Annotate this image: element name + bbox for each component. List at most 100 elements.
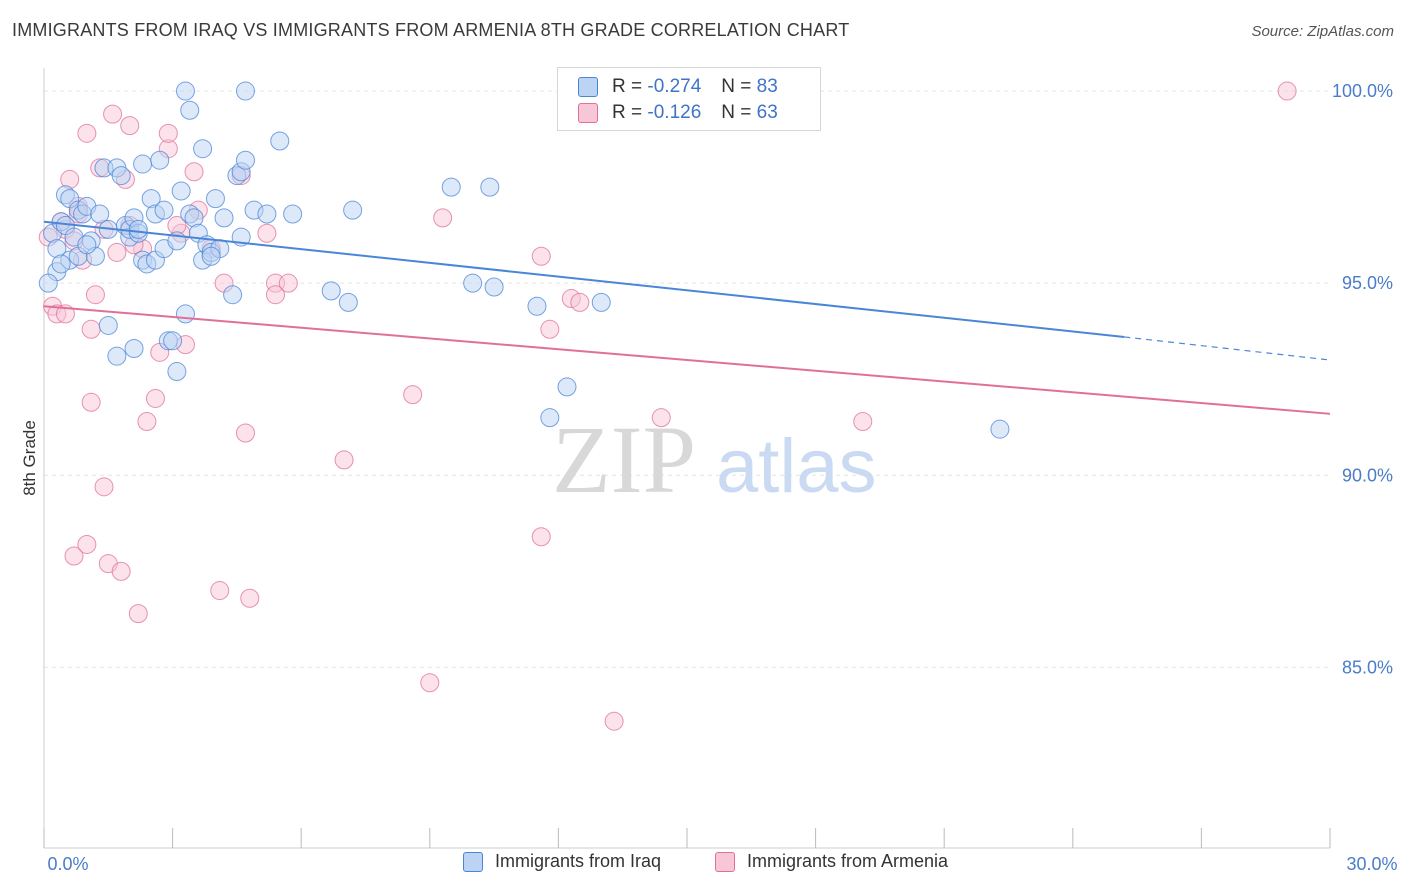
armenia-point — [265, 285, 285, 305]
iraq-point — [77, 235, 97, 255]
x-tick-label: 30.0% — [1346, 854, 1397, 874]
iraq-point — [214, 208, 234, 228]
armenia-point — [210, 581, 230, 601]
iraq-point — [163, 331, 183, 351]
iraq-point — [98, 315, 118, 335]
iraq-point — [235, 150, 255, 170]
stats-legend: R = -0.274 N = 83 R = -0.126 N = 63 — [557, 67, 821, 131]
armenia-point — [853, 411, 873, 431]
armenia-point — [540, 319, 560, 339]
iraq-point — [171, 181, 191, 201]
legend-label-iraq: Immigrants from Iraq — [495, 851, 662, 871]
source-label: Source: ZipAtlas.com — [1251, 23, 1394, 40]
tick-labels: 85.0% 90.0% 95.0% 100.0% 0.0% 30.0% — [47, 81, 1397, 874]
armenia-point — [257, 223, 277, 243]
armenia-point — [604, 711, 624, 731]
legend-n-label: N = — [721, 76, 752, 97]
y-tick-label: 85.0% — [1342, 657, 1393, 677]
iraq-point — [133, 154, 153, 174]
iraq-point — [223, 285, 243, 305]
armenia-point — [240, 588, 260, 608]
watermark-atlas: atlas — [716, 424, 877, 509]
armenia-point — [420, 673, 440, 693]
iraq-point — [128, 219, 148, 239]
iraq-point — [107, 346, 127, 366]
iraq-point — [591, 292, 611, 312]
iraq-point — [167, 362, 187, 382]
x-tick-label: 0.0% — [47, 854, 88, 874]
armenia-point — [334, 450, 354, 470]
iraq-point — [51, 254, 71, 274]
armenia-point — [1277, 81, 1297, 101]
armenia-point — [77, 123, 97, 143]
iraq-point — [270, 131, 290, 151]
legend-r-label: R = — [612, 76, 643, 97]
legend-item-iraq: Immigrants from Iraq — [463, 851, 661, 872]
armenia-point — [94, 477, 114, 497]
armenia-point — [64, 546, 84, 566]
legend-r-value: -0.274 — [647, 76, 702, 97]
y-tick-label: 90.0% — [1342, 465, 1393, 485]
iraq-point — [154, 200, 174, 220]
iraq-point — [38, 273, 58, 293]
y-axis-label: 8th Grade — [20, 420, 39, 496]
iraq-point — [90, 204, 110, 224]
armenia-point — [81, 392, 101, 412]
armenia-point — [145, 388, 165, 408]
armenia-point — [120, 116, 140, 136]
armenia-point — [137, 411, 157, 431]
legend-n-value: 83 — [756, 76, 778, 97]
iraq-points — [38, 81, 1010, 439]
armenia-point — [531, 246, 551, 266]
legend-n-label: N = — [721, 102, 752, 123]
iraq-point — [540, 408, 560, 428]
iraq-point — [180, 100, 200, 120]
armenia-point — [128, 604, 148, 624]
armenia-point — [55, 304, 75, 324]
armenia-point — [184, 162, 204, 182]
legend-row-iraq: R = -0.274 N = 83 — [578, 75, 778, 99]
armenia-point — [111, 561, 131, 581]
watermark-zip: ZIP — [552, 406, 696, 513]
armenia-point — [158, 123, 178, 143]
legend-item-armenia: Immigrants from Armenia — [715, 851, 948, 872]
iraq-point — [124, 338, 144, 358]
iraq-point — [257, 204, 277, 224]
legend-label-armenia: Immigrants from Armenia — [747, 851, 949, 871]
armenia-point — [77, 534, 97, 554]
iraq-point — [480, 177, 500, 197]
iraq-point — [527, 296, 547, 316]
armenia-point — [103, 104, 123, 124]
series-legend: Immigrants from Iraq Immigrants from Arm… — [0, 851, 1406, 879]
swatch-iraq — [463, 851, 483, 872]
iraq-trend-line — [43, 220, 1125, 338]
armenia-point — [85, 285, 105, 305]
trend-lines — [43, 220, 1331, 415]
iraq-point — [175, 304, 195, 324]
iraq-point — [205, 189, 225, 209]
iraq-point — [193, 139, 213, 159]
axes — [43, 68, 1331, 849]
legend-r-label: R = — [612, 102, 643, 123]
iraq-point — [484, 277, 504, 297]
iraq-point — [111, 166, 131, 186]
iraq-point — [321, 281, 341, 301]
iraq-point — [338, 292, 358, 312]
iraq-point — [990, 419, 1010, 439]
iraq-point — [235, 81, 255, 101]
legend-swatch-armenia — [578, 103, 598, 123]
iraq-trend-extension — [1124, 336, 1331, 361]
armenia-point — [570, 292, 590, 312]
legend-n-value: 63 — [756, 102, 778, 123]
armenia-point — [278, 273, 298, 293]
iraq-point — [201, 246, 221, 266]
armenia-point — [403, 385, 423, 405]
armenia-point — [531, 527, 551, 547]
legend-row-armenia: R = -0.126 N = 63 — [578, 101, 778, 125]
iraq-point — [557, 377, 577, 397]
armenia-point — [81, 319, 101, 339]
iraq-point — [343, 200, 363, 220]
iraq-point — [441, 177, 461, 197]
y-tick-label: 100.0% — [1332, 81, 1393, 101]
armenia-trend-line — [43, 305, 1331, 415]
